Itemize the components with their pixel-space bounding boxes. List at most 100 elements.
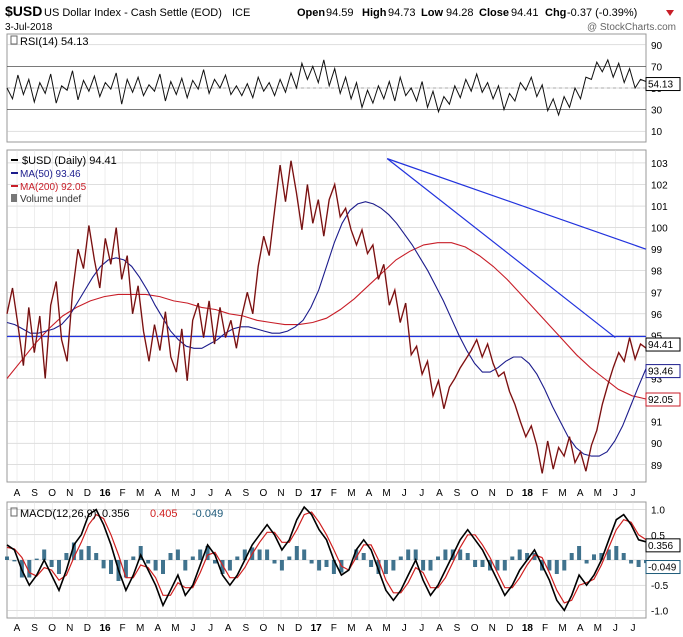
- month-tick-label: A: [225, 488, 232, 499]
- macd-month-label: F: [331, 623, 337, 634]
- low-value: 94.28: [446, 7, 474, 19]
- macd-month-label: A: [366, 623, 373, 634]
- macd-month-label: N: [277, 623, 284, 634]
- month-tick-label: 16: [99, 488, 111, 499]
- macd-value-tag-box: [645, 538, 681, 553]
- ma50-value-tag: 93.46: [648, 367, 673, 378]
- macd-month-label: M: [594, 623, 602, 634]
- trendline-2: [386, 158, 616, 339]
- macd-panel: 1.00.5-0.5-1.0A S O N D 16 F M A M J J A S O N D 17 F M A M J J…: [5, 501, 681, 634]
- open-value: 94.59: [326, 7, 354, 19]
- chg-value: -0.37 (-0.39%): [567, 7, 637, 19]
- price-close-tag-box: [645, 337, 681, 352]
- volume-icon: [11, 194, 17, 202]
- macd-month-label: 18: [522, 623, 534, 634]
- macd-month-label: M: [136, 623, 144, 634]
- macd-month-label: O: [260, 623, 268, 634]
- month-tick-label: M: [171, 488, 179, 499]
- high-value: 94.73: [388, 7, 416, 19]
- macd-month-label: J: [208, 623, 213, 634]
- macd-month-label: J: [631, 623, 636, 634]
- month-tick-label: A: [577, 488, 584, 499]
- watermark: @ StockCharts.com: [587, 22, 676, 33]
- price-legend: $USD (Daily) 94.41: [22, 155, 117, 167]
- macd-month-label: D: [506, 623, 513, 634]
- price-tick-label: 103: [651, 159, 668, 170]
- price-tick-label: 99: [651, 245, 663, 256]
- month-tick-label: S: [242, 488, 249, 499]
- price-close-tag: 94.41: [648, 340, 673, 351]
- price-tick-label: 89: [651, 461, 663, 472]
- month-tick-label: M: [594, 488, 602, 499]
- price-frame: [6, 149, 647, 483]
- panel-menu-icon: [10, 35, 18, 45]
- macd-line: [6, 505, 647, 612]
- macd-month-label: O: [48, 623, 56, 634]
- high-label: High: [362, 7, 387, 19]
- ma50-value-tag-box: [645, 364, 681, 379]
- month-tick-label: N: [489, 488, 496, 499]
- macd-month-label: F: [542, 623, 548, 634]
- month-tick-label: M: [347, 488, 355, 499]
- rsi-tick-label: 90: [651, 41, 663, 52]
- month-tick-label: O: [48, 488, 56, 499]
- macd-month-label: N: [66, 623, 73, 634]
- rsi-current-tag-box: [645, 77, 681, 92]
- exchange-label: ICE: [232, 7, 250, 19]
- month-tick-label: M: [382, 488, 390, 499]
- macd-month-label: A: [154, 623, 161, 634]
- month-tick-label: A: [366, 488, 373, 499]
- price-tick-label: 98: [651, 267, 663, 278]
- macd-month-label: M: [171, 623, 179, 634]
- price-panel: 10310210110099989796959392919089ASOND16F…: [6, 149, 681, 499]
- macd-month-label: M: [558, 623, 566, 634]
- month-tick-label: J: [419, 488, 424, 499]
- month-tick-label: 17: [311, 488, 323, 499]
- ma200-value-tag-box: [645, 392, 681, 407]
- month-tick-label: J: [631, 488, 636, 499]
- month-tick-label: O: [471, 488, 479, 499]
- macd-value-tag: 0.356: [648, 541, 673, 552]
- month-tick-label: A: [154, 488, 161, 499]
- chg-label: Chg: [545, 7, 566, 19]
- month-tick-label: O: [260, 488, 268, 499]
- macd-month-label: N: [489, 623, 496, 634]
- macd-histogram: [5, 542, 648, 581]
- ma200-line: [6, 242, 647, 400]
- low-label: Low: [421, 7, 443, 19]
- month-tick-label: D: [506, 488, 513, 499]
- macd-signal-line: [6, 511, 647, 604]
- volume-legend: Volume undef: [20, 194, 81, 205]
- month-tick-label: A: [436, 488, 443, 499]
- ma200-legend: MA(200) 92.05: [20, 182, 87, 193]
- macd-month-label: M: [347, 623, 355, 634]
- histogram-value-tag-box: [645, 560, 681, 575]
- month-tick-label: J: [402, 488, 407, 499]
- price-tick-label: 100: [651, 224, 668, 235]
- macd-month-label: A: [577, 623, 584, 634]
- histogram-legend-value: -0.049: [192, 508, 223, 520]
- macd-month-label: F: [120, 623, 126, 634]
- month-tick-label: 18: [522, 488, 534, 499]
- price-tick-label: 93: [651, 375, 663, 386]
- close-label: Close: [479, 7, 509, 19]
- ma50-legend: MA(50) 93.46: [20, 169, 81, 180]
- month-tick-label: F: [542, 488, 548, 499]
- macd-month-label: S: [242, 623, 249, 634]
- price-tick-label: 97: [651, 288, 663, 299]
- rsi-line: [6, 58, 647, 117]
- date-label: 3-Jul-2018: [5, 22, 53, 33]
- price-tick-label: 95: [651, 331, 663, 342]
- month-tick-label: S: [454, 488, 461, 499]
- month-tick-label: M: [136, 488, 144, 499]
- macd-month-label: 17: [311, 623, 323, 634]
- month-tick-label: D: [295, 488, 302, 499]
- macd-tick-label: -1.0: [651, 606, 669, 617]
- price-tick-label: 101: [651, 202, 668, 213]
- macd-month-label: A: [225, 623, 232, 634]
- month-tick-label: M: [558, 488, 566, 499]
- symbol-label: $USD: [5, 3, 42, 19]
- rsi-tick-label: 70: [651, 62, 663, 73]
- open-label: Open: [297, 7, 325, 19]
